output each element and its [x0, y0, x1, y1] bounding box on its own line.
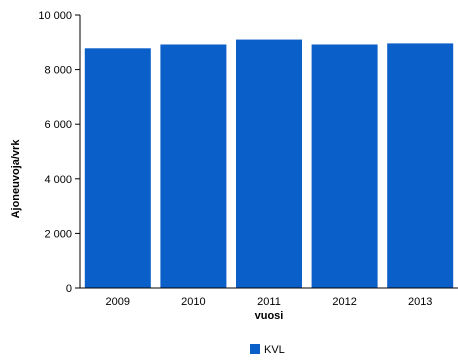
x-axis-title: vuosi	[255, 310, 284, 322]
y-tick-label: 6 000	[44, 119, 72, 131]
legend-label-kvl: KVL	[264, 344, 285, 356]
legend-swatch-kvl	[250, 344, 260, 354]
bar-2009	[84, 48, 151, 288]
bar-2013	[387, 43, 454, 288]
x-tick-label: 2011	[257, 296, 281, 308]
x-tick-label: 2012	[332, 296, 356, 308]
x-tick-label: 2009	[106, 296, 130, 308]
x-tick-label: 2010	[181, 296, 205, 308]
y-tick-label: 8 000	[44, 65, 72, 77]
y-tick-label: 10 000	[38, 10, 72, 22]
y-tick-label: 0	[66, 283, 72, 295]
bar-2012	[311, 44, 378, 288]
bar-2010	[160, 44, 227, 288]
bars	[84, 39, 454, 288]
y-tick-label: 4 000	[44, 174, 72, 186]
legend: KVL	[250, 344, 285, 356]
x-tick-label: 2013	[408, 296, 432, 308]
x-axis: 2009 2010 2011 2012 2013	[75, 287, 458, 308]
y-axis-title: Ajoneuvoja/vrk	[10, 139, 22, 219]
y-tick-label: 2 000	[44, 228, 72, 240]
y-axis: 0 2 000 4 000 6 000 8 000 10 000	[38, 10, 81, 295]
bar-2011	[236, 39, 302, 288]
